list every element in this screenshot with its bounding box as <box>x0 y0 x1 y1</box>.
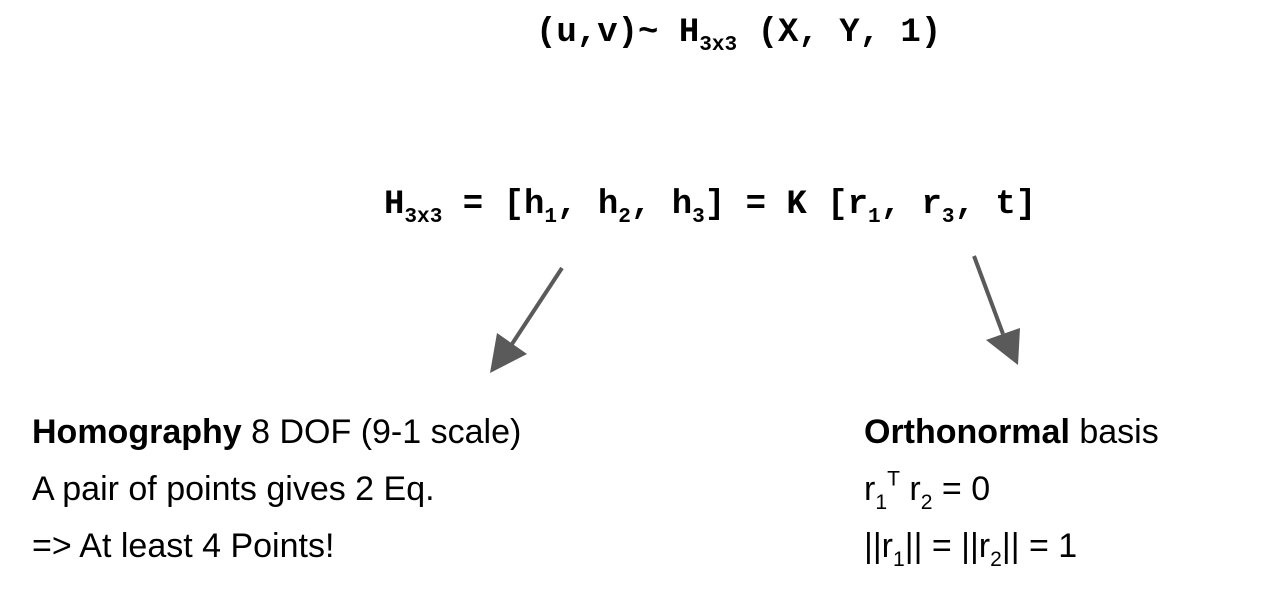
homography-heading: Homography <box>32 413 242 451</box>
r-sub: 2 <box>920 490 933 514</box>
eq2-sub: 3 <box>692 204 705 229</box>
orthonormal-line: Orthonormal basis <box>864 413 1159 452</box>
norm-part: || = ||r <box>904 527 991 565</box>
eq-part: = 0 <box>932 470 991 508</box>
arrow-right <box>972 255 1020 365</box>
unit-norm-line: ||r1|| = ||r2|| = 1 <box>864 527 1078 570</box>
r-part: r <box>899 470 921 508</box>
homography-decomposition-equation: H3x3 = [h1, h2, h3] = K [r1, r3, t] <box>384 186 1037 227</box>
eq2-sub: 2 <box>618 204 631 229</box>
r-sub: 1 <box>893 547 905 571</box>
eq2-part: ] = K [r <box>704 186 869 224</box>
eq1-rhs: (X, Y, 1) <box>737 14 942 52</box>
arrow-left <box>490 266 564 373</box>
eq2-part: , h <box>630 186 693 224</box>
eq2-part: , r <box>880 186 942 224</box>
eq2-part: , t] <box>954 186 1037 224</box>
orthonormal-heading: Orthonormal <box>864 413 1070 451</box>
eq1-subscript: 3x3 <box>699 32 738 57</box>
eq1-lhs: (u,v)~ H <box>536 14 700 52</box>
eq2-sub: 1 <box>868 204 881 229</box>
homography-dof-line: Homography 8 DOF (9-1 scale) <box>32 413 521 452</box>
r-part: r <box>864 470 876 508</box>
eq2-sub: 1 <box>544 204 558 229</box>
projection-equation: (u,v)~ H3x3 (X, Y, 1) <box>536 14 942 55</box>
point-pair-line: A pair of points gives 2 Eq. <box>32 470 435 508</box>
r-sub: 1 <box>875 490 888 514</box>
min-points-line: => At least 4 Points! <box>32 527 335 565</box>
transpose-sup: T <box>887 467 900 491</box>
eq2-part: , h <box>557 186 619 224</box>
eq2-h: H <box>384 186 405 224</box>
orthogonality-line: r1T r2 = 0 <box>864 467 991 513</box>
eq2-sub: 3 <box>941 204 955 229</box>
norm-part: ||r <box>864 527 893 565</box>
basis-text: basis <box>1069 413 1159 451</box>
eq-part: || = 1 <box>1001 527 1078 565</box>
r-sub: 2 <box>990 547 1002 571</box>
eq2-part: = [h <box>442 186 545 224</box>
dof-text: 8 DOF (9-1 scale) <box>241 413 522 451</box>
eq2-h-subscript: 3x3 <box>404 204 443 229</box>
